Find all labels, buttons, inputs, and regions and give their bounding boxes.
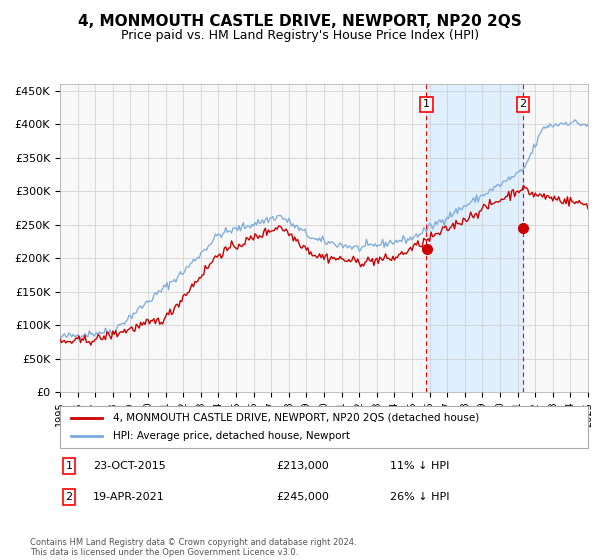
Bar	[427, 84, 523, 392]
Text: 19-APR-2021: 19-APR-2021	[93, 492, 165, 502]
Text: 4, MONMOUTH CASTLE DRIVE, NEWPORT, NP20 2QS (detached house): 4, MONMOUTH CASTLE DRIVE, NEWPORT, NP20 …	[113, 413, 479, 423]
Text: HPI: Average price, detached house, Newport: HPI: Average price, detached house, Newp…	[113, 431, 350, 441]
Text: 4, MONMOUTH CASTLE DRIVE, NEWPORT, NP20 2QS: 4, MONMOUTH CASTLE DRIVE, NEWPORT, NP20 …	[78, 14, 522, 29]
Text: 2: 2	[65, 492, 73, 502]
Text: 1: 1	[423, 100, 430, 109]
Text: 11% ↓ HPI: 11% ↓ HPI	[390, 461, 449, 471]
Text: 1: 1	[65, 461, 73, 471]
Text: 2: 2	[520, 100, 526, 109]
Text: Contains HM Land Registry data © Crown copyright and database right 2024.
This d: Contains HM Land Registry data © Crown c…	[30, 538, 356, 557]
Text: 26% ↓ HPI: 26% ↓ HPI	[390, 492, 449, 502]
Text: £245,000: £245,000	[276, 492, 329, 502]
Text: £213,000: £213,000	[276, 461, 329, 471]
Text: 23-OCT-2015: 23-OCT-2015	[93, 461, 166, 471]
Text: Price paid vs. HM Land Registry's House Price Index (HPI): Price paid vs. HM Land Registry's House …	[121, 29, 479, 42]
